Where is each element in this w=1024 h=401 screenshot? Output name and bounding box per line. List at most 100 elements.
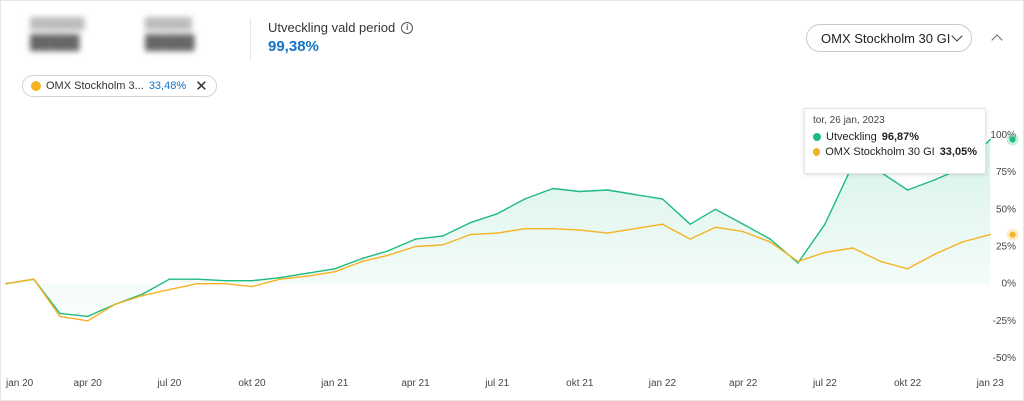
data-point [386, 254, 389, 257]
data-point [579, 229, 581, 231]
data-point [934, 178, 937, 181]
performance-value: 99,38% [268, 38, 319, 55]
info-icon[interactable]: i [401, 21, 414, 34]
performance-label: Utveckling vald period i [268, 20, 414, 35]
data-point [414, 238, 417, 240]
data-point [661, 198, 664, 200]
y-tick-label: 50% [996, 204, 1016, 215]
data-point [361, 257, 364, 260]
x-tick-label: jul 21 [484, 378, 509, 389]
y-tick-label: -50% [993, 353, 1016, 364]
data-point [306, 275, 308, 278]
data-point [469, 221, 472, 224]
data-point [797, 262, 799, 264]
benchmark-dropdown[interactable]: OMX Stockholm 30 GI [806, 24, 972, 52]
data-point [86, 315, 89, 318]
series2-dot-icon [813, 148, 821, 156]
data-point [906, 189, 909, 191]
data-point [279, 278, 281, 281]
data-point [168, 278, 171, 281]
data-point [141, 294, 144, 297]
x-tick-label: jul 20 [156, 378, 181, 389]
data-point [251, 279, 253, 282]
x-tick-label: jan 21 [320, 378, 349, 389]
x-tick-label: apr 22 [729, 378, 758, 389]
data-point [306, 272, 308, 275]
data-point [5, 282, 7, 285]
data-point [742, 223, 744, 225]
data-point [196, 278, 199, 281]
data-point [251, 285, 253, 288]
data-point [469, 233, 472, 236]
header-divider [250, 18, 251, 60]
data-point [934, 253, 937, 255]
data-point [552, 227, 554, 230]
x-tick-label: okt 22 [894, 378, 922, 389]
data-point [579, 190, 581, 193]
y-tick-label: 0% [1002, 279, 1017, 290]
data-point [742, 230, 744, 233]
data-point [386, 250, 389, 252]
data-point [606, 189, 609, 191]
data-point [196, 282, 199, 285]
chip-value: 33,48% [148, 80, 187, 92]
tooltip-series2-value: 33,05% [939, 146, 977, 158]
data-point [441, 235, 444, 237]
data-point [633, 193, 636, 196]
tooltip-series1-value: 96,87% [881, 131, 920, 143]
data-point [661, 223, 664, 225]
y-tick-label: 75% [996, 167, 1016, 178]
data-point [361, 260, 364, 263]
tooltip-series1-label: Utveckling [826, 131, 877, 143]
data-point [689, 223, 691, 225]
x-tick-label: apr 20 [74, 378, 103, 389]
data-point [689, 238, 691, 240]
data-point [496, 232, 499, 234]
data-point [59, 315, 61, 318]
data-point [224, 282, 226, 285]
data-point [852, 247, 854, 249]
data-point [441, 244, 444, 246]
chip-label: OMX Stockholm 3... [46, 80, 144, 92]
x-tick-label: jan 23 [976, 378, 1005, 389]
blurred-summary-1: ███████ █████ [30, 18, 85, 50]
series2-dot-icon [31, 81, 41, 91]
data-point [824, 223, 826, 225]
data-point [168, 288, 171, 291]
data-point [333, 271, 336, 273]
hover-marker [1009, 136, 1016, 143]
data-point [797, 260, 799, 263]
data-point [879, 260, 882, 263]
data-point [333, 268, 336, 270]
close-icon[interactable]: ✕ [195, 77, 208, 95]
x-tick-label: apr 21 [401, 378, 430, 389]
y-tick-label: 25% [996, 242, 1016, 253]
chart-tooltip: tor, 26 jan, 2023 Utveckling 96,87% OMX … [804, 108, 986, 174]
performance-label-text: Utveckling vald period [268, 20, 396, 35]
x-tick-label: jan 22 [648, 378, 677, 389]
data-point [33, 278, 35, 281]
x-tick-label: okt 20 [238, 378, 266, 389]
data-point [633, 227, 636, 230]
data-point [524, 198, 526, 200]
x-tick-label: jan 20 [5, 378, 34, 389]
data-point [113, 303, 116, 306]
data-point [714, 226, 717, 228]
data-point [141, 293, 144, 295]
data-point [961, 241, 964, 243]
data-point [496, 213, 499, 215]
data-point [524, 227, 526, 230]
data-point [906, 268, 909, 270]
data-point [989, 233, 991, 236]
data-point [224, 279, 226, 282]
benchmark-chip[interactable]: OMX Stockholm 3... 33,48% ✕ [22, 75, 217, 97]
series1-dot-icon [813, 133, 821, 141]
x-tick-label: jul 22 [812, 378, 837, 389]
data-point [714, 208, 717, 211]
data-point [552, 187, 554, 190]
data-point [86, 320, 89, 322]
series-area-utveckling [6, 139, 991, 317]
y-tick-label: -25% [993, 316, 1016, 327]
data-point [824, 251, 826, 254]
